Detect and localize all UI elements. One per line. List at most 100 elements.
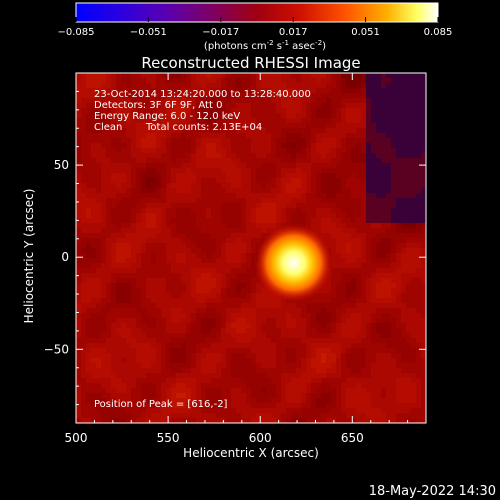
heatmap-cell <box>86 203 91 208</box>
heatmap-cell <box>106 408 111 413</box>
heatmap-cell <box>271 308 276 313</box>
heatmap-cell <box>376 408 381 413</box>
heatmap-cell <box>116 288 121 293</box>
heatmap-cell <box>231 103 236 108</box>
heatmap-cell <box>81 153 86 158</box>
heatmap-cell <box>291 178 296 183</box>
heatmap-cell <box>121 373 126 378</box>
heatmap-cell <box>416 363 421 368</box>
heatmap-cell <box>131 373 136 378</box>
heatmap-cell <box>336 83 341 88</box>
heatmap-cell <box>311 188 316 193</box>
heatmap-cell <box>76 143 81 148</box>
heatmap-cell <box>151 168 156 173</box>
heatmap-cell <box>76 158 81 163</box>
heatmap-cell <box>331 173 336 178</box>
heatmap-cell <box>86 78 91 83</box>
heatmap-cell <box>111 153 116 158</box>
heatmap-cell <box>361 403 366 408</box>
heatmap-cell <box>156 348 161 353</box>
heatmap-cell <box>231 313 236 318</box>
heatmap-cell <box>91 103 96 108</box>
heatmap-cell <box>381 218 386 223</box>
heatmap-cell <box>91 198 96 203</box>
heatmap-cell <box>216 348 221 353</box>
heatmap-cell <box>86 173 91 178</box>
heatmap-cell <box>216 73 221 78</box>
heatmap-cell <box>411 303 416 308</box>
heatmap-cell <box>191 373 196 378</box>
heatmap-cell <box>266 93 271 98</box>
heatmap-cell <box>126 323 131 328</box>
heatmap-cell <box>151 203 156 208</box>
heatmap-cell <box>321 378 326 383</box>
heatmap-cell <box>341 283 346 288</box>
heatmap-cell <box>351 123 356 128</box>
heatmap-cell <box>226 263 231 268</box>
heatmap-cell <box>361 193 366 198</box>
heatmap-cell <box>246 83 251 88</box>
heatmap-cell <box>226 73 231 78</box>
heatmap-cell <box>416 93 421 98</box>
heatmap-cell <box>231 233 236 238</box>
heatmap-cell <box>96 98 101 103</box>
heatmap-cell <box>281 158 286 163</box>
heatmap-cell <box>396 323 401 328</box>
heatmap-cell <box>201 238 206 243</box>
heatmap-cell <box>266 328 271 333</box>
heatmap-cell <box>231 318 236 323</box>
heatmap-cell <box>301 103 306 108</box>
heatmap-cell <box>156 143 161 148</box>
heatmap-cell <box>256 238 261 243</box>
heatmap-cell <box>306 403 311 408</box>
heatmap-cell <box>121 408 126 413</box>
heatmap-cell <box>196 203 201 208</box>
heatmap-cell <box>356 373 361 378</box>
heatmap-cell <box>256 93 261 98</box>
heatmap-cell <box>306 208 311 213</box>
heatmap-cell <box>131 148 136 153</box>
heatmap-cell <box>101 78 106 83</box>
heatmap-cell <box>181 83 186 88</box>
heatmap-cell <box>271 123 276 128</box>
heatmap-cell <box>376 398 381 403</box>
heatmap-cell <box>371 153 376 158</box>
heatmap-cell <box>191 183 196 188</box>
heatmap-cell <box>151 273 156 278</box>
heatmap-cell <box>291 183 296 188</box>
heatmap-cell <box>391 188 396 193</box>
heatmap-cell <box>186 343 191 348</box>
heatmap-cell <box>311 123 316 128</box>
heatmap-cell <box>121 418 126 423</box>
heatmap-cell <box>336 373 341 378</box>
heatmap-cell <box>356 188 361 193</box>
heatmap-cell <box>421 308 426 313</box>
x-tick-label: 500 <box>65 431 88 445</box>
heatmap-cell <box>181 78 186 83</box>
heatmap-cell <box>321 178 326 183</box>
heatmap-cell <box>341 103 346 108</box>
heatmap-cell <box>311 353 316 358</box>
heatmap-cell <box>201 363 206 368</box>
heatmap-cell <box>361 408 366 413</box>
heatmap-cell <box>256 298 261 303</box>
heatmap-cell <box>131 123 136 128</box>
heatmap-cell <box>406 318 411 323</box>
heatmap-cell <box>361 83 366 88</box>
heatmap-cell <box>156 248 161 253</box>
heatmap-cell <box>146 363 151 368</box>
heatmap-cell <box>391 123 396 128</box>
heatmap-cell <box>301 78 306 83</box>
heatmap-cell <box>326 318 331 323</box>
heatmap-cell <box>386 73 391 78</box>
heatmap-cell <box>231 153 236 158</box>
heatmap-cell <box>126 308 131 313</box>
heatmap-cell <box>116 393 121 398</box>
heatmap-cell <box>201 188 206 193</box>
heatmap-cell <box>371 228 376 233</box>
heatmap-cell <box>146 278 151 283</box>
heatmap-cell <box>246 188 251 193</box>
heatmap-cell <box>156 288 161 293</box>
heatmap-cell <box>416 183 421 188</box>
x-axis: 500 550 600 650 <box>65 73 427 445</box>
